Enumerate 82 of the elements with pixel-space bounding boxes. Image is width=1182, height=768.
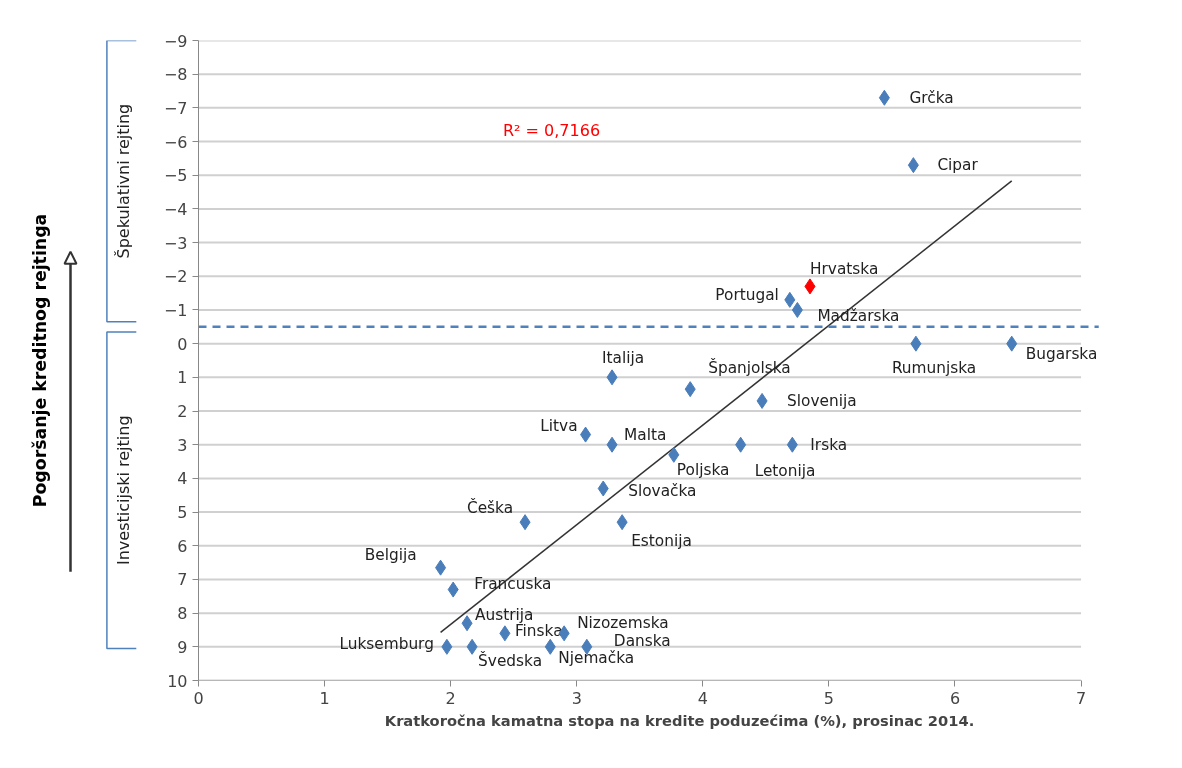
y-tick-label: 6: [177, 536, 188, 556]
y-tick-label: −6: [163, 132, 188, 152]
point: [461, 615, 473, 632]
point: [597, 480, 609, 497]
text: Pogoršanje kreditnog rejtinga: [29, 213, 50, 508]
point: [684, 381, 696, 398]
y-tick-label: 7: [177, 570, 188, 590]
y-tick-label: −7: [163, 98, 188, 118]
annotation: Luksemburg: [339, 634, 434, 653]
y-tick-label: 2: [177, 402, 188, 422]
y-tick-label: 1: [177, 368, 188, 388]
point: [499, 625, 511, 642]
point: [544, 638, 556, 655]
annotation: Češka: [466, 498, 514, 518]
y-tick-label: −2: [163, 267, 188, 287]
point: [435, 559, 447, 576]
point: [804, 278, 816, 295]
y-tick-label: −9: [163, 31, 188, 51]
point: [668, 446, 680, 463]
annotation: Belgija: [364, 545, 417, 564]
point: [784, 291, 796, 308]
x-tick-label: 7: [1075, 688, 1087, 708]
point: [910, 335, 922, 352]
point: [735, 436, 747, 453]
point: [519, 514, 531, 531]
y-tick-label: 9: [177, 637, 188, 657]
point: [878, 89, 890, 106]
point: [616, 514, 628, 531]
y-tick-label: −4: [163, 199, 188, 219]
point: [606, 436, 618, 453]
point: [441, 638, 453, 655]
point: [1006, 335, 1018, 352]
x-tick-label: 6: [949, 688, 961, 708]
point: [786, 436, 798, 453]
point: [580, 426, 592, 443]
y-tick-label: −5: [163, 166, 188, 186]
x-tick-label: 4: [697, 688, 708, 708]
annotation: Bugarska: [1025, 344, 1098, 363]
x-tick-label: 1: [319, 688, 330, 708]
text: Investicijski rejting: [114, 415, 134, 566]
annotation: Portugal: [715, 285, 779, 304]
annotation: Nizozemska: [577, 614, 669, 633]
annotation: Litva: [540, 416, 578, 435]
text: Špekulativni rejting: [114, 103, 134, 259]
annotation: Njemačka: [558, 648, 635, 667]
annotation: Estonija: [631, 532, 692, 551]
annotation: Rumunjska: [891, 358, 977, 377]
annotation: Finska: [514, 622, 563, 641]
point: [756, 392, 768, 409]
annotation: Austrija: [475, 606, 534, 625]
annotation: Hrvatska: [809, 260, 879, 279]
y-tick-label: 8: [177, 604, 188, 624]
annotation: Cipar: [937, 156, 979, 175]
annotation: Malta: [624, 425, 667, 444]
y-tick-label: −1: [163, 300, 188, 320]
x-tick-label: 2: [445, 688, 456, 708]
point: [791, 301, 803, 318]
x-tick-label: 3: [571, 688, 582, 708]
annotation: Danska: [613, 631, 671, 650]
y-tick-label: −3: [163, 233, 188, 253]
x-axis-title: Kratkoročna kamatna stopa na kredite poduzećima (%), prosinac 2014.: [384, 711, 975, 729]
annotation: Slovenija: [787, 391, 857, 410]
point: [466, 638, 478, 655]
annotation: Grčka: [909, 88, 954, 107]
x-tick-label: 5: [823, 688, 834, 708]
y-tick-label: 10: [167, 671, 188, 691]
y-tick-label: 5: [177, 503, 188, 523]
point: [907, 157, 919, 174]
annotation: Italija: [602, 349, 645, 368]
y-tick-label: 0: [177, 334, 188, 354]
y-tick-label: 3: [177, 435, 188, 455]
annotation: Irska: [810, 435, 848, 454]
annotation: Poljska: [676, 460, 730, 479]
point: [606, 369, 618, 386]
y-tick-label: 4: [177, 469, 188, 489]
annotation: Švedska: [478, 650, 543, 670]
annotation: Slovačka: [628, 481, 697, 500]
annotation: Letonija: [754, 461, 816, 480]
point: [447, 581, 459, 598]
x-tick-label: 0: [193, 688, 204, 708]
y-tick-label: −8: [163, 65, 188, 85]
annotation: R² = 0,7166: [502, 120, 601, 140]
